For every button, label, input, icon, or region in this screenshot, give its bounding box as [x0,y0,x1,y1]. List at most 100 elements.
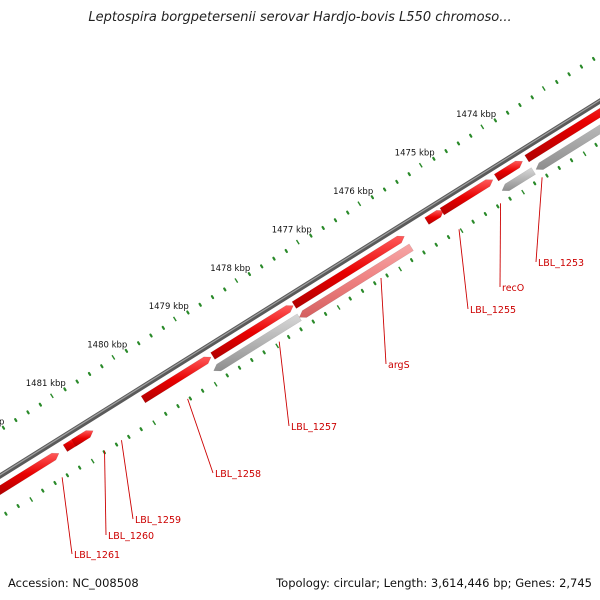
backbone-line [0,98,600,479]
tick-minor [496,204,500,209]
tick-minor [323,311,328,316]
gene-feature[interactable] [298,243,414,318]
tick-minor [309,233,313,238]
tick-minor [149,333,153,338]
chromosome-backbone [0,98,600,479]
tick-major [521,189,526,195]
gene-feature[interactable] [524,82,600,163]
gene-label[interactable]: LBL_1259 [135,515,181,526]
tick-minor [223,287,227,292]
tick-minor [65,473,70,478]
tick-minor [434,242,438,247]
tick-minor [471,219,475,224]
tick-minor [1,425,6,430]
gene-feature[interactable] [210,305,294,360]
tick-minor [87,371,92,376]
gene-label[interactable]: LBL_1253 [538,258,584,269]
genome-summary-text: Topology: circular; Length: 3,614,446 bp… [276,576,592,590]
label-leader [278,341,290,427]
tick-minor [139,427,143,432]
ruler-label: 1475 kbp [395,149,435,159]
tick-minor [333,218,338,223]
gene-feature[interactable] [0,452,60,496]
tick-minor [373,281,377,286]
gene-label[interactable]: argS [388,360,410,371]
tick-major [459,228,464,234]
gene-label[interactable]: LBL_1255 [470,305,516,316]
tick-minor [469,133,473,138]
tick-minor [210,295,215,300]
tick-minor [161,325,165,330]
backbone-highlight [0,99,600,476]
tick-minor [532,181,537,186]
gene-feature[interactable] [71,430,94,447]
gene-feature[interactable] [535,90,600,170]
tick-minor [493,118,498,123]
label-leader [121,440,134,520]
tick-minor [247,272,252,277]
tick-major [295,239,300,245]
tick-minor [557,165,561,170]
tick-major [172,316,177,322]
gene-label[interactable]: recO [502,283,524,294]
tick-ring: 1474 kbp 1475 kbp 1476 kbp 1477 kbp 1478 kbp… [0,56,598,516]
tick-minor [287,334,291,340]
tick-minor [127,434,131,439]
gene-feature[interactable] [439,179,494,216]
tick-minor [16,503,20,509]
gene-feature[interactable] [140,356,212,404]
map-title: Leptospira borgpetersenii serovar Hardjo… [88,10,512,25]
label-leader [61,477,73,555]
gene-track [0,82,600,496]
tick-minor [432,156,436,161]
ruler-label: 1478 kbp [210,264,250,274]
tick-minor [137,341,141,346]
tick-major [234,278,239,284]
tick-minor [188,396,193,401]
tick-major [49,393,54,399]
gene-feature[interactable] [493,160,523,182]
gene-label[interactable]: LBL_1260 [108,531,154,542]
ruler-label: 1482 kbp [0,417,4,427]
tick-minor [569,158,574,163]
tick-minor [259,264,264,269]
tick-major [213,381,218,387]
tick-major [29,497,34,503]
label-leader [104,450,107,536]
tick-minor [164,411,168,416]
gene-feature[interactable] [501,167,536,192]
tick-minor [272,256,276,261]
gene-label[interactable]: LBL_1258 [215,469,261,480]
tick-minor [508,196,512,201]
tick-minor [360,288,365,293]
ruler-label: 1480 kbp [87,341,127,351]
tick-minor [299,327,303,332]
tick-minor [370,195,375,200]
ruler-label: 1474 kbp [456,110,496,120]
ruler-label: 1479 kbp [149,302,189,312]
tick-minor [124,348,129,353]
tick-minor [26,410,30,415]
label-leader [380,278,387,365]
tick-major [480,124,485,130]
label-leader [499,203,502,288]
tick-minor [594,142,598,147]
gene-label[interactable]: LBL_1261 [74,550,120,561]
gene-feature[interactable] [291,235,405,309]
tick-minor [75,379,79,384]
ruler-label: 1476 kbp [333,187,373,197]
label-leader [535,177,543,263]
tick-major [111,354,116,360]
tick-minor [100,364,104,369]
tick-minor [38,402,43,407]
tick-minor [422,250,426,255]
gene-label[interactable]: LBL_1257 [291,422,337,433]
tick-minor [444,149,448,154]
tick-minor [250,358,254,363]
tick-major [357,201,362,207]
gene-feature[interactable] [424,210,445,225]
tick-major [418,162,423,168]
tick-minor [225,373,229,378]
tick-minor [284,248,288,254]
tick-major [336,304,341,310]
